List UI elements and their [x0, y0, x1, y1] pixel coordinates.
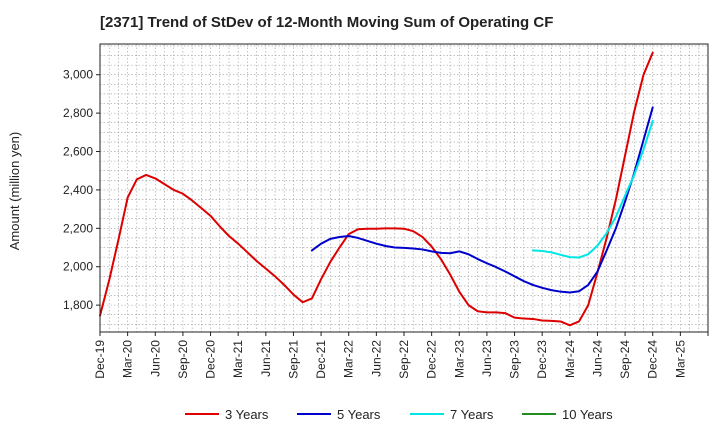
- x-tick-label: Sep-21: [286, 340, 300, 379]
- x-tick-label: Mar-21: [231, 340, 245, 378]
- y-tick-label: 3,000: [63, 68, 93, 82]
- x-tick-label: Dec-23: [535, 340, 549, 379]
- series-line-3-years: [99, 51, 654, 327]
- x-tick-label: Dec-21: [314, 340, 328, 379]
- y-tick-label: 2,200: [63, 221, 93, 235]
- x-tick-label: Dec-22: [425, 340, 439, 379]
- legend-label: 10 Years: [562, 407, 613, 422]
- legend: 3 Years 5 Years 7 Years 10 Years: [185, 407, 613, 422]
- x-tick-label: Jun-20: [148, 340, 162, 377]
- y-tick-label: 2,600: [63, 145, 93, 159]
- x-tick-label: Sep-20: [176, 340, 190, 379]
- x-tick-label: Jun-21: [259, 340, 273, 377]
- legend-label: 3 Years: [225, 407, 269, 422]
- legend-label: 5 Years: [337, 407, 381, 422]
- x-tick-label: Mar-24: [563, 340, 577, 378]
- y-axis-label: Amount (million yen): [7, 132, 22, 251]
- x-tick-label: Jun-23: [480, 340, 494, 377]
- x-tick-label: Sep-22: [397, 340, 411, 379]
- x-tick-label: Dec-20: [204, 340, 218, 379]
- x-tick-label: Dec-24: [646, 340, 660, 379]
- x-axis-ticks: Dec-19 Mar-20 Jun-20 Sep-20 Dec-20 Mar-21 Jun-…: [93, 332, 709, 379]
- y-axis-ticks: 1,800 2,000 2,200 2,400 2,600 2,800 3,000: [63, 68, 100, 312]
- y-tick-label: 2,000: [63, 260, 93, 274]
- x-tick-label: Jun-22: [369, 340, 383, 377]
- series-layer: [99, 51, 654, 327]
- x-tick-label: Sep-23: [508, 340, 522, 379]
- y-tick-label: 1,800: [63, 298, 93, 312]
- series-line-7-years: [531, 119, 654, 259]
- grid: [100, 44, 708, 332]
- series-line-5-years: [310, 106, 654, 294]
- y-tick-label: 2,800: [63, 106, 93, 120]
- chart-title: [2371] Trend of StDev of 12-Month Moving…: [100, 14, 553, 31]
- x-tick-label: Sep-24: [618, 340, 632, 379]
- x-tick-label: Jun-24: [590, 340, 604, 377]
- x-tick-label: Mar-22: [342, 340, 356, 378]
- y-tick-label: 2,400: [63, 183, 93, 197]
- x-tick-label: Mar-23: [452, 340, 466, 378]
- legend-label: 7 Years: [450, 407, 494, 422]
- x-tick-label: Mar-25: [673, 340, 687, 378]
- x-tick-label: Dec-19: [93, 340, 107, 379]
- x-tick-label: Mar-20: [121, 340, 135, 378]
